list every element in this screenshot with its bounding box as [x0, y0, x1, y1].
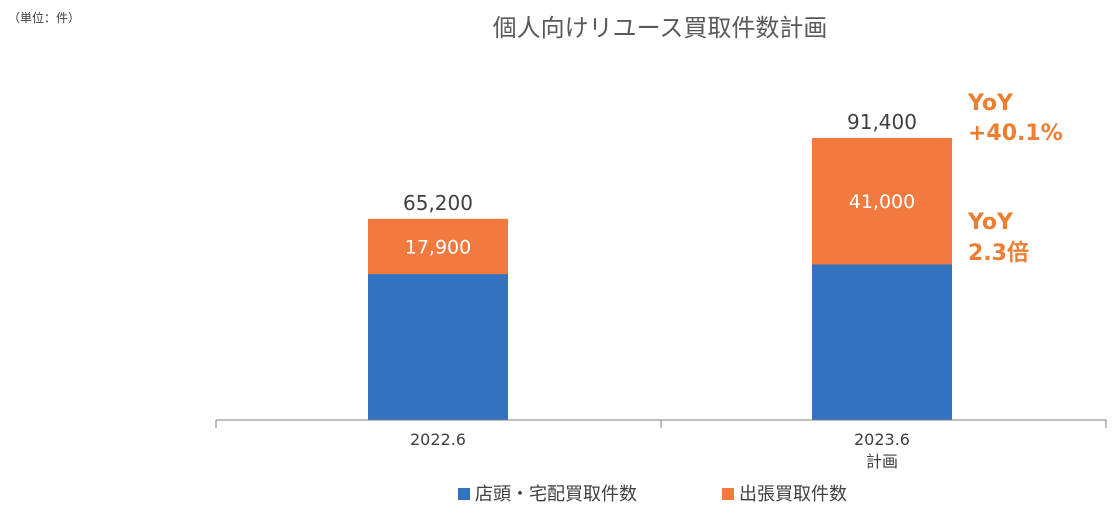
- x-tick-label: 2023.6: [854, 430, 910, 449]
- bar-store-delivery-1: [812, 264, 952, 420]
- legend: 店頭・宅配買取件数 出張買取件数: [458, 484, 847, 505]
- chart-title: 個人向けリユース買取件数計画: [493, 14, 828, 42]
- yoy-annotation-line1: YoY: [967, 91, 1014, 116]
- bar-value-label: 41,000: [849, 191, 915, 213]
- x-tick-label: 2022.6: [410, 430, 466, 449]
- x-tick-sublabel: 計画: [866, 452, 898, 471]
- bars-group: 17,900 65,200 41,000 91,400: [368, 110, 952, 420]
- legend-swatch: [722, 488, 734, 500]
- total-label: 65,200: [403, 191, 473, 215]
- bar-store-delivery-0: [368, 274, 508, 420]
- yoy-annotation-line2: 2.3倍: [968, 240, 1029, 266]
- yoy-annotation-line2: +40.1%: [968, 121, 1063, 146]
- yoy-annotation-line1: YoY: [967, 210, 1014, 235]
- yoy-annotations: YoY +40.1% YoY 2.3倍: [967, 91, 1063, 266]
- legend-label: 店頭・宅配買取件数: [475, 484, 637, 505]
- bar-on-site-0: [368, 218, 508, 275]
- x-tick-labels: 2022.6 2023.6 計画: [410, 430, 910, 471]
- legend-swatch: [458, 488, 470, 500]
- unit-label: （単位：件）: [8, 10, 80, 25]
- bar-value-label: 17,900: [405, 236, 471, 258]
- legend-label: 出張買取件数: [739, 484, 847, 505]
- total-label: 91,400: [847, 110, 917, 134]
- bar-on-site-1: [812, 138, 952, 265]
